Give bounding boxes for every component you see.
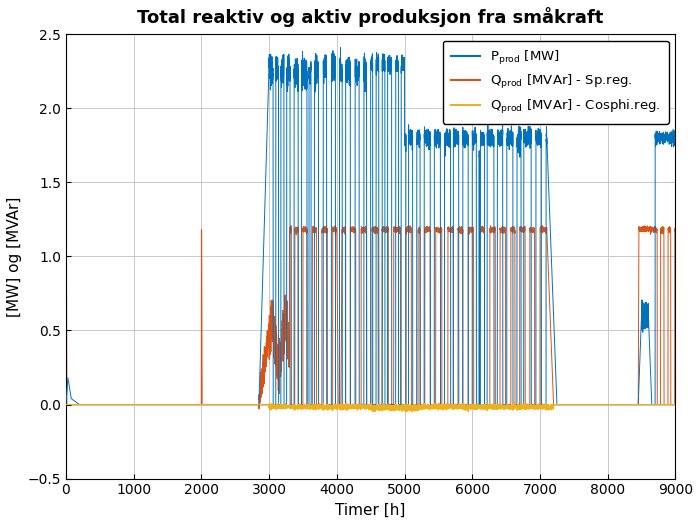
Legend: P$_{\rm prod}$ [MW], Q$_{\rm prod}$ [MVAr] - Sp.reg., Q$_{\rm prod}$ [MVAr] - Co: P$_{\rm prod}$ [MW], Q$_{\rm prod}$ [MVA… [443, 40, 669, 124]
Y-axis label: [MW] og [MVAr]: [MW] og [MVAr] [7, 196, 22, 317]
Title: Total reaktiv og aktiv produksjon fra småkraft: Total reaktiv og aktiv produksjon fra sm… [137, 7, 604, 27]
X-axis label: Timer [h]: Timer [h] [335, 503, 406, 518]
